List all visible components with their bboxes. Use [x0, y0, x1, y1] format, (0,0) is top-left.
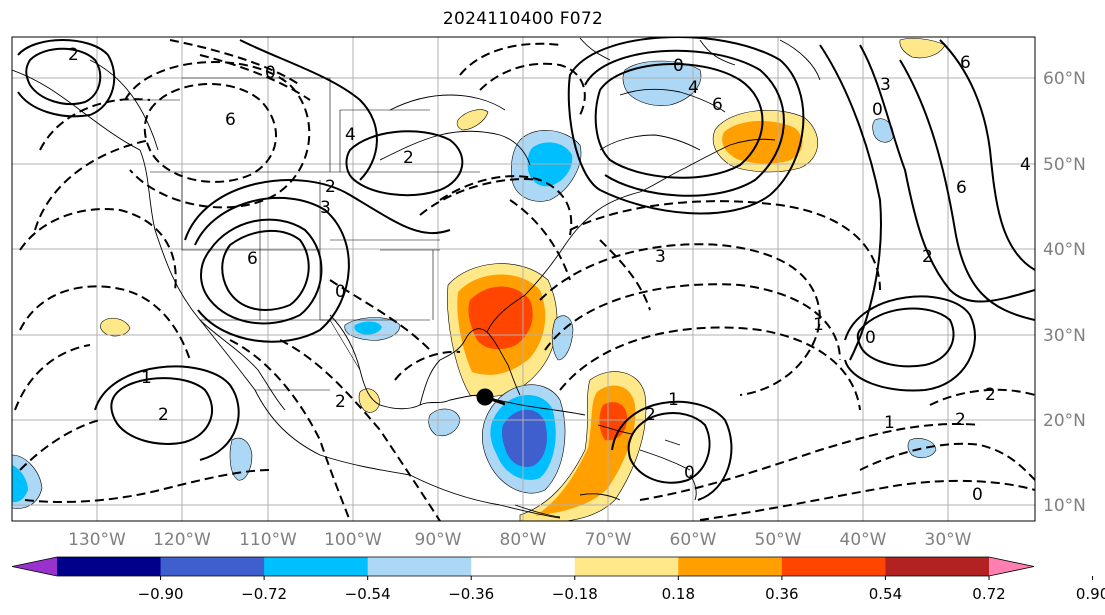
positive-anomaly-pacific — [100, 317, 131, 337]
contour-label: 0 — [865, 328, 876, 348]
negative-anomaly-west-edge-core — [12, 465, 28, 503]
contour-label: 1 — [141, 368, 152, 388]
contour-label: 2 — [68, 45, 79, 65]
colorbar-tick-label: −0.36 — [448, 585, 494, 603]
shaded-field — [12, 38, 946, 521]
lon-label-70w: 70°W — [585, 530, 632, 550]
colorbar-tick-label: 0.90 — [1076, 585, 1105, 603]
colorbar-segment — [160, 557, 265, 576]
contour-label: 3 — [320, 198, 331, 218]
colorbar-tick-label: 0.18 — [662, 585, 695, 603]
contour-label: 2 — [985, 385, 996, 405]
positive-anomaly-caribbean-peak — [599, 402, 628, 441]
contour-label: 3 — [880, 75, 891, 95]
contour-label: 3 — [655, 247, 666, 267]
contour-lines-negative — [14, 39, 1035, 521]
colorbar-extension-low — [12, 557, 57, 576]
lon-label-30w: 30°W — [925, 530, 972, 550]
negative-anomaly-texas-core — [354, 321, 382, 335]
lat-label-30n: 30°N — [1043, 326, 1086, 346]
colorbar-tick-label: −0.90 — [138, 585, 184, 603]
negative-anomaly-gulf-peak — [501, 409, 547, 467]
contour-label: 1 — [813, 315, 824, 335]
map-title: 2024110400 F072 — [442, 9, 604, 29]
lat-label-10n: 10°N — [1043, 496, 1086, 516]
contour-label: 0 — [972, 485, 983, 505]
contour-label: 4 — [1020, 155, 1031, 175]
storm-center-marker — [476, 388, 494, 406]
political-borders — [120, 77, 480, 391]
longitude-labels: 130°W 120°W 110°W 100°W 90°W 80°W 70°W 6… — [68, 530, 972, 550]
contour-label: 0 — [335, 282, 346, 302]
colorbar-segment — [264, 557, 369, 576]
contour-label: 1 — [668, 390, 679, 410]
colorbar-tick-label: −0.72 — [241, 585, 287, 603]
contour-label: 0 — [673, 56, 684, 76]
colorbar-tick-label: 0.72 — [972, 585, 1005, 603]
contour-label: 0 — [684, 463, 695, 483]
latitude-labels: 60°N 50°N 40°N 30°N 20°N 10°N — [1043, 69, 1086, 516]
colorbar-segment — [678, 557, 783, 576]
contour-label: 2 — [403, 148, 414, 168]
colorbar-segment — [885, 557, 990, 576]
lon-label-40w: 40°W — [840, 530, 887, 550]
positive-anomaly-southeast-us-peak — [468, 286, 533, 350]
contour-label: 2 — [158, 405, 169, 425]
contour-label: 0 — [872, 100, 883, 120]
colorbar-tick-label: 0.36 — [765, 585, 798, 603]
positive-anomaly-gulf-small — [358, 388, 381, 413]
colorbar-tick-label: −0.18 — [552, 585, 598, 603]
lon-label-110w: 110°W — [239, 530, 297, 550]
contour-label: 6 — [712, 95, 723, 115]
contour-label: 2 — [335, 392, 346, 412]
negative-anomaly-yucatan — [428, 408, 461, 437]
positive-anomaly-greenland-north — [899, 38, 946, 59]
lat-label-20n: 20°N — [1043, 411, 1086, 431]
colorbar-outline — [11, 556, 1035, 577]
contour-label: 4 — [688, 78, 699, 98]
contour-label: 2 — [325, 177, 336, 197]
colorbar-tick-label: −0.54 — [345, 585, 391, 603]
map-frame — [11, 36, 1036, 522]
contour-label: 6 — [247, 249, 258, 269]
colorbar-segment — [471, 557, 576, 576]
contour-label: 6 — [956, 178, 967, 198]
lat-label-40n: 40°N — [1043, 240, 1086, 260]
lon-label-100w: 100°W — [324, 530, 382, 550]
colorbar: −0.90 −0.72 −0.54 −0.36 −0.18 0.18 0.36 0.54 0.7… — [11, 556, 1105, 603]
contour-label: 0 — [265, 63, 276, 83]
contour-label: 4 — [345, 125, 356, 145]
lat-label-60n: 60°N — [1043, 69, 1086, 89]
contour-label: 2 — [645, 405, 656, 425]
contour-label: 1 — [884, 413, 895, 433]
colorbar-tick-label: 0.54 — [869, 585, 902, 603]
lat-label-50n: 50°N — [1043, 155, 1086, 175]
colorbar-extension-high — [989, 557, 1034, 576]
colorbar-segment — [367, 557, 472, 576]
colorbar-segment — [57, 557, 162, 576]
lon-label-90w: 90°W — [415, 530, 462, 550]
contour-label: 2 — [955, 410, 966, 430]
contour-label: 6 — [960, 53, 971, 73]
lon-label-120w: 120°W — [153, 530, 211, 550]
contour-labels: 2 0 6 4 2 0 6 4 3 0 6 2 1 2 3 6 2 0 1 2 … — [68, 45, 1031, 505]
negative-anomaly-atlantic-east — [907, 438, 937, 459]
colorbar-segment — [781, 557, 886, 576]
contour-label: 6 — [225, 110, 236, 130]
lon-label-130w: 130°W — [68, 530, 126, 550]
lon-label-80w: 80°W — [500, 530, 547, 550]
negative-anomaly-hudson — [622, 60, 702, 106]
contour-label: 2 — [922, 247, 933, 267]
colorbar-segment — [574, 557, 679, 576]
lon-label-60w: 60°W — [670, 530, 717, 550]
negative-anomaly-mexico — [229, 437, 253, 481]
contour-lines — [17, 37, 1035, 501]
positive-anomaly-ontario — [456, 109, 489, 131]
lon-label-50w: 50°W — [755, 530, 802, 550]
